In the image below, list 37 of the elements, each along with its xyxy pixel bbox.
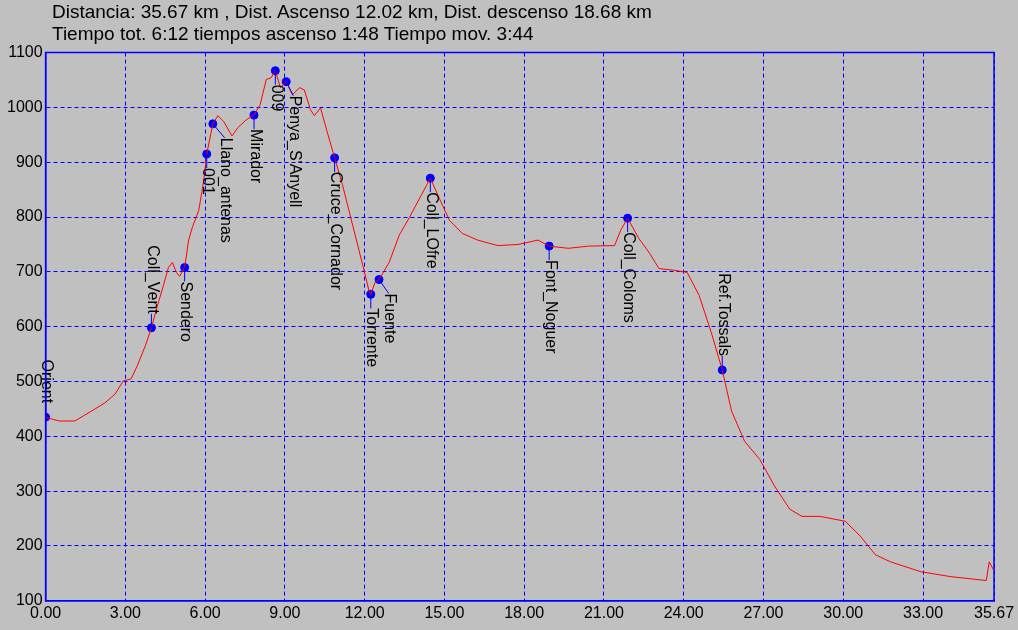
annotation: Cruce_Cornador bbox=[327, 171, 346, 291]
x-tick-label: 12.00 bbox=[344, 603, 385, 621]
x-tick-label: 24.00 bbox=[663, 603, 704, 621]
annotation: Sendero bbox=[178, 281, 196, 343]
x-tick-label: 6.00 bbox=[189, 603, 221, 621]
annotation: Coll_Vent bbox=[144, 245, 163, 315]
annotation: 001 bbox=[200, 168, 218, 195]
x-tick-label: 27.00 bbox=[743, 603, 784, 621]
x-tick-label: 18.00 bbox=[504, 603, 545, 621]
y-tick-label: 800 bbox=[15, 207, 43, 225]
x-tick-label: 33.00 bbox=[902, 603, 944, 621]
y-tick-label: 200 bbox=[15, 536, 43, 554]
annotation: Coll_LOfre bbox=[422, 192, 441, 269]
annotation: Mirador bbox=[247, 129, 265, 184]
annotation: Penya_S'Anyell bbox=[285, 95, 304, 208]
x-tick-label: 9.00 bbox=[269, 603, 301, 621]
y-tick-label: 700 bbox=[15, 262, 43, 280]
x-tick-label: 30.00 bbox=[823, 603, 864, 621]
annotation: Llano_antenas bbox=[217, 137, 236, 243]
annotation: Fuente bbox=[382, 293, 400, 344]
x-tick-label: 15.00 bbox=[424, 603, 465, 621]
chart-title: Distancia: 35.67 km , Dist. Ascenso 12.02 km, Dist. descenso 18.68 km bbox=[52, 1, 652, 23]
y-tick-label: 300 bbox=[15, 481, 43, 499]
annotation: 009 bbox=[268, 84, 286, 112]
y-tick-label: 1100 bbox=[8, 43, 43, 61]
chart-subtitle: Tiempo tot. 6:12 tiempos ascenso 1:48 Tiempo mov. 3:44 bbox=[52, 23, 534, 45]
x-tick-label: 3.00 bbox=[109, 603, 142, 621]
y-tick-label: 600 bbox=[15, 317, 43, 335]
y-tick-label: 900 bbox=[15, 152, 43, 170]
x-tick-label: 21.00 bbox=[583, 603, 625, 621]
annotation: Coll_Coloms bbox=[620, 232, 639, 323]
annotation: Ref.Tossals bbox=[715, 273, 733, 357]
x-tick-label: 35.67 bbox=[973, 603, 1015, 621]
annotation: Torrente bbox=[364, 308, 382, 368]
y-tick-label: 400 bbox=[15, 426, 43, 444]
annotation: Font_Noguer bbox=[541, 260, 560, 355]
y-tick-label: 1000 bbox=[7, 97, 43, 115]
